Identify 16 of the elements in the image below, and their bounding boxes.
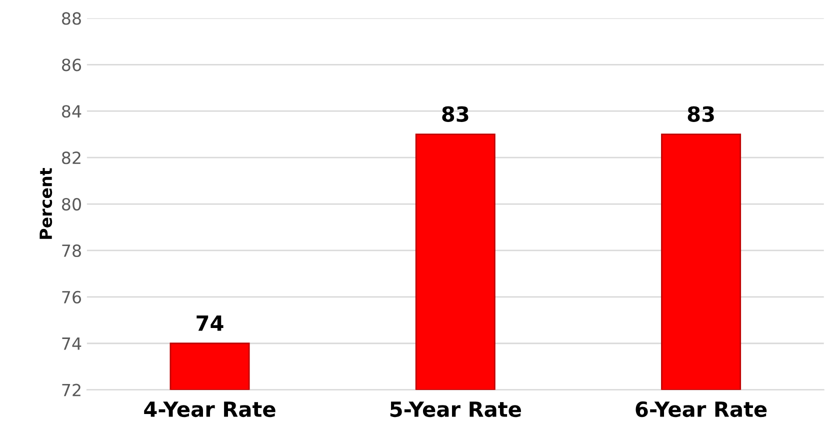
y-tick-label: 74: [62, 338, 82, 350]
y-tick-label: 76: [62, 290, 82, 304]
y-tick-label: 84: [62, 105, 82, 118]
data-label: 74: [196, 316, 224, 331]
x-tick-label: 4-Year Rate: [144, 402, 276, 418]
data-label: 83: [442, 106, 468, 122]
y-tick-label: 86: [62, 58, 82, 72]
x-tick-label: 6-Year Rate: [636, 401, 767, 418]
data-label: 83: [688, 106, 714, 122]
y-tick-label: 88: [62, 12, 81, 25]
y-axis-title: Percent: [40, 168, 52, 239]
y-tick-label: 80: [62, 198, 81, 211]
y-tick-label: 78: [62, 244, 81, 258]
y-tick-label: 82: [62, 152, 80, 164]
y-tick-label: 72: [62, 384, 80, 396]
x-tick-label: 5-Year Rate: [390, 402, 521, 418]
